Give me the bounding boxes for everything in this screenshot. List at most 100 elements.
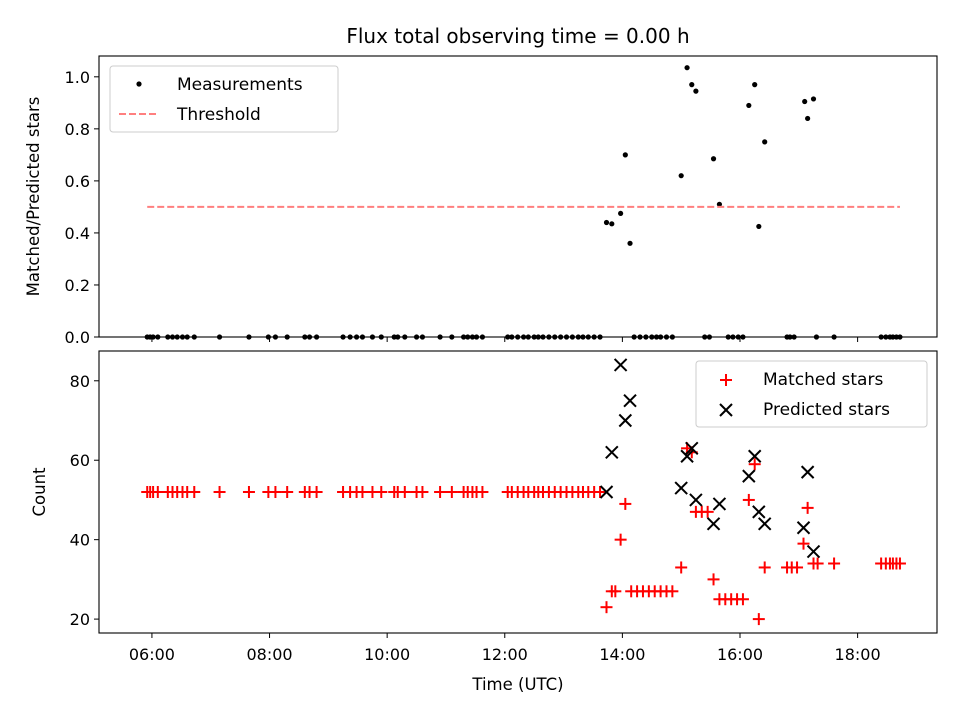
measurement-point (535, 334, 541, 340)
measurement-point (622, 152, 628, 158)
predicted-stars-point (674, 481, 688, 495)
measurement-point (165, 334, 171, 340)
measurement-point (735, 334, 741, 340)
measurement-point (597, 334, 603, 340)
measurement-point (791, 334, 797, 340)
predicted-stars-point (800, 465, 815, 479)
measurement-point (174, 334, 180, 340)
measurement-point (813, 334, 820, 340)
measurement-point (465, 334, 471, 340)
measurement-point (585, 334, 591, 340)
bottom-x-tick-label: 16:00 (717, 645, 763, 664)
matched-stars-point (758, 561, 771, 574)
measurement-point (419, 334, 426, 340)
legend-matched-marker (720, 374, 732, 386)
measurement-point (184, 334, 190, 340)
measurement-point (653, 334, 660, 340)
matched-stars-point (811, 557, 824, 570)
measurement-point (603, 219, 610, 226)
bottom-x-tick-label: 12:00 (482, 645, 528, 664)
matched-stars-point (398, 486, 411, 498)
measurement-point (637, 334, 643, 340)
predicted-stars-point (685, 441, 699, 456)
bottom-plot-area (141, 358, 906, 626)
measurement-point (810, 96, 817, 102)
measurement-point (479, 334, 486, 340)
measurement-point (347, 334, 353, 340)
predicted-stars-point (712, 497, 727, 511)
predicted-stars-point (599, 485, 614, 499)
measurement-point (746, 102, 752, 109)
measurement-point (369, 334, 376, 340)
top-y-tick-label: 1.0 (65, 68, 90, 87)
bottom-plot-frame (98, 350, 938, 634)
measurement-point (473, 334, 480, 340)
measurement-point (631, 334, 637, 340)
measurement-point (575, 334, 581, 340)
top-y-tick-label: 0.6 (65, 172, 90, 191)
bottom-y-axis-label: Count (30, 467, 49, 517)
matched-stars-point (893, 557, 906, 570)
measurement-point (552, 334, 558, 340)
bottom-x-tick-label: 10:00 (364, 645, 410, 664)
measurement-point (191, 334, 197, 340)
measurement-point (546, 334, 552, 340)
measurement-point (515, 334, 521, 340)
measurement-point (693, 88, 699, 94)
measurement-point (627, 240, 633, 246)
measurement-point (525, 334, 531, 340)
bottom-x-tick-label: 06:00 (129, 645, 175, 664)
matched-stars-point (445, 486, 458, 498)
measurement-point (313, 334, 320, 340)
predicted-stars-point (806, 544, 821, 559)
measurement-point (449, 334, 455, 340)
measurement-point (169, 334, 176, 340)
measurement-point (609, 221, 615, 227)
legend-measurements-marker (136, 81, 142, 87)
measurement-point (663, 334, 670, 340)
measurement-point (155, 334, 161, 340)
matched-stars-point (213, 486, 226, 498)
measurement-point (802, 98, 808, 105)
measurement-point (787, 334, 793, 340)
matched-stars-point (281, 486, 294, 498)
top-y-axis-label: Matched/Predicted stars (24, 97, 43, 297)
measurement-point (878, 334, 884, 340)
measurement-point (505, 334, 511, 340)
measurement-point (591, 334, 597, 340)
predicted-stars-point (747, 449, 762, 463)
measurement-point (353, 334, 360, 340)
measurement-point (563, 334, 570, 340)
bottom-y-tick-label: 60 (70, 451, 90, 470)
bottom-y-axis: 20 40 60 80 (70, 372, 99, 629)
bottom-legend: Matched stars Predicted stars (695, 360, 928, 428)
measurement-point (805, 115, 811, 122)
bottom-y-tick-label: 20 (70, 610, 90, 629)
matched-stars-point (828, 557, 841, 570)
measurement-point (716, 201, 723, 207)
measurement-point (469, 334, 476, 340)
measurement-point (340, 334, 346, 340)
matched-stars-point (269, 486, 282, 498)
measurement-point (558, 334, 564, 340)
measurement-point (883, 334, 889, 340)
measurement-point (402, 334, 408, 340)
measurement-point (246, 334, 252, 340)
measurement-point (569, 334, 575, 340)
matched-stars-point (748, 458, 761, 471)
matched-stars-point (801, 501, 814, 514)
measurement-point (756, 223, 762, 230)
top-chart-title: Flux total observing time = 0.00 h (346, 24, 689, 48)
measurement-point (413, 334, 420, 340)
measurement-point (265, 334, 271, 340)
predicted-stars-point (706, 517, 721, 531)
measurement-point (725, 334, 731, 340)
measurement-point (689, 82, 695, 88)
measurement-point (643, 334, 649, 340)
predicted-stars-point (623, 393, 637, 408)
legend-predicted-label: Predicted stars (763, 400, 890, 420)
measurement-point (762, 139, 768, 145)
bottom-x-tick-label: 08:00 (246, 645, 292, 664)
matched-stars-point (476, 486, 489, 498)
